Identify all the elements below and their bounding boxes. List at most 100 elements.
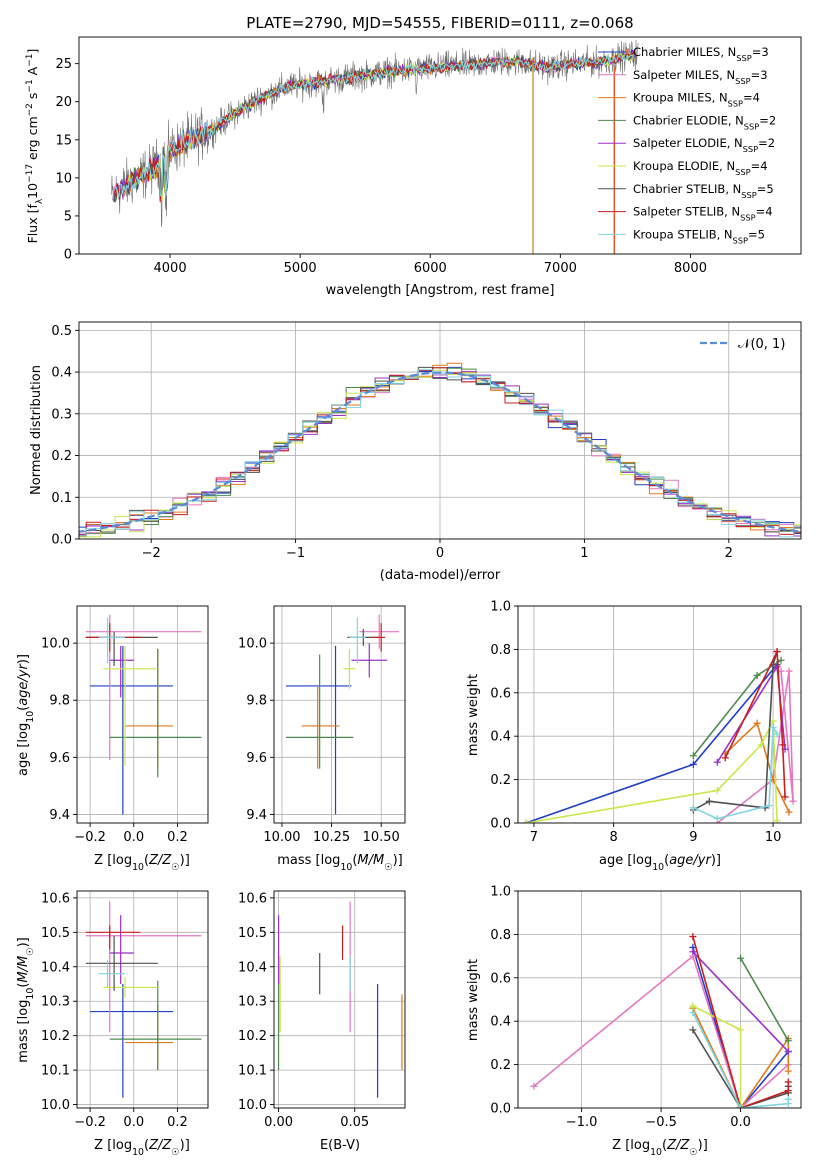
- weight-vs-z-ytick-label: 0.2: [490, 1058, 511, 1073]
- weight-vs-age-series-marker: [765, 802, 773, 810]
- residuals-xtick-label: 0: [436, 546, 444, 561]
- age-vs-mass-xtick-label: 10.00: [263, 830, 300, 845]
- weight-vs-age-ytick-label: 0.4: [490, 730, 511, 745]
- spectrum-frame: [78, 36, 802, 255]
- mass-vs-z-ylabel: mass [log10(M/M☉)]: [16, 937, 36, 1063]
- weight-vs-z-series: [692, 936, 790, 1108]
- weight-vs-z-series-marker: [784, 1095, 792, 1103]
- weight-vs-age-ytick-label: 0.8: [490, 643, 511, 658]
- residuals-xtick-label: 1: [580, 546, 588, 561]
- weight-vs-age-series-marker: [713, 786, 721, 794]
- weight-vs-z-plot-area: [518, 891, 801, 1108]
- weight-vs-age-ytick-label: 0.2: [490, 773, 511, 788]
- weight-vs-age-series-marker: [773, 817, 781, 823]
- mass-vs-z-ytick-label: 10.6: [41, 891, 70, 906]
- mass-vs-ebv-ytick-label: 10.3: [238, 995, 267, 1010]
- weight-vs-age-series-marker: [705, 797, 713, 805]
- weight-vs-z-ylabel: mass weight: [466, 959, 481, 1041]
- weight-vs-z-series-marker: [784, 1048, 792, 1056]
- spectrum-xtick-label: 8000: [674, 261, 707, 276]
- residuals-hist: [79, 367, 801, 536]
- age-vs-z-ylabel: age [log10(age/yr)]: [16, 654, 36, 776]
- mass-vs-ebv-ytick-label: 10.4: [238, 960, 267, 975]
- residuals-xtick-label: 2: [725, 546, 733, 561]
- weight-vs-z-ytick-label: 0.4: [490, 1015, 511, 1030]
- weight-vs-z-frame: [517, 890, 802, 1109]
- weight-vs-age-xtick-label: 9: [689, 830, 697, 845]
- weight-vs-age-series-marker: [689, 752, 697, 760]
- mass-vs-z-xtick-label: 0.2: [167, 1115, 188, 1130]
- age-vs-mass-point: [349, 617, 366, 664]
- mass-vs-z-ytick-label: 10.3: [41, 995, 70, 1010]
- weight-vs-age-xtick-label: 8: [610, 830, 618, 845]
- weight-vs-z-series-marker: [689, 1026, 697, 1034]
- mass-vs-z-ytick-label: 10.1: [41, 1064, 70, 1079]
- spectrum-ytick-label: 25: [55, 57, 72, 72]
- mass-vs-z-point: [103, 977, 158, 998]
- age-vs-z-xtick-label: −0.2: [74, 830, 106, 845]
- age-vs-mass-xtick-label: 10.25: [313, 830, 350, 845]
- mass-vs-z-ytick-label: 10.0: [41, 1098, 70, 1113]
- weight-vs-age-ylabel: mass weight: [466, 674, 481, 756]
- residuals-gaussian: [79, 371, 801, 533]
- mass-vs-ebv-ytick-label: 10.5: [238, 926, 267, 941]
- age-vs-mass-ytick-label: 9.4: [246, 808, 267, 823]
- age-vs-mass-xlabel: mass [log10(M/M☉)]: [277, 853, 403, 873]
- spectrum-title: PLATE=2790, MJD=54555, FIBERID=0111, z=0…: [246, 14, 633, 32]
- spectrum-legend-label: Kroupa ELODIE, NSSP=4: [633, 159, 768, 177]
- age-vs-mass-point: [371, 623, 386, 652]
- weight-vs-age-series-marker: [773, 730, 781, 738]
- age-vs-z-point: [125, 648, 174, 769]
- mass-vs-z-point: [85, 901, 202, 1033]
- weight-vs-z-ytick-label: 0.6: [490, 971, 511, 986]
- age-vs-mass-ytick-label: 10.0: [238, 637, 267, 652]
- age-vs-z-xtick-label: 0.0: [123, 830, 144, 845]
- mass-vs-ebv-frame: [273, 890, 406, 1109]
- weight-vs-age-series-marker: [713, 815, 721, 823]
- weight-vs-age-series-marker: [753, 719, 761, 727]
- weight-vs-age-series-marker: [781, 793, 789, 801]
- weight-vs-age-series-marker: [769, 724, 777, 732]
- weight-vs-age-ytick-label: 0.6: [490, 686, 511, 701]
- age-vs-mass-xtick-label: 10.50: [363, 830, 400, 845]
- weight-vs-age-ytick-label: 0.0: [490, 817, 511, 832]
- spectrum-xtick-label: 4000: [154, 261, 187, 276]
- spectrum-xlabel: wavelength [Angstrom, rest frame]: [326, 283, 555, 298]
- age-vs-mass-point: [285, 645, 352, 815]
- weight-vs-z-series: [739, 957, 789, 1042]
- age-vs-mass-frame: [273, 605, 406, 824]
- weight-vs-age-series-marker: [522, 819, 530, 823]
- weight-vs-z-series-marker: [689, 948, 697, 956]
- spectrum-xtick-label: 7000: [544, 261, 577, 276]
- weight-vs-age-series: [724, 722, 790, 813]
- weight-vs-age-frame: [517, 605, 802, 824]
- mass-vs-z-ytick-label: 10.5: [41, 926, 70, 941]
- age-vs-mass-ytick-label: 9.8: [246, 694, 267, 709]
- weight-vs-z-xlabel: Z [log10(Z/Z☉)]: [612, 1138, 708, 1158]
- spectrum-model-line: [113, 49, 636, 201]
- weight-vs-age-series-marker: [689, 804, 697, 812]
- mass-vs-ebv-ytick-label: 10.1: [238, 1064, 267, 1079]
- spectrum-legend-label: Kroupa STELIB, NSSP=5: [633, 227, 765, 245]
- residuals-hist: [79, 369, 801, 537]
- weight-vs-age-xtick-label: 10: [765, 830, 782, 845]
- spectrum-legend-label: Chabrier STELIB, NSSP=5: [633, 182, 774, 200]
- mass-vs-ebv-plot-area: [274, 891, 405, 1108]
- age-vs-z-frame: [76, 605, 209, 824]
- mass-vs-z-point: [85, 935, 158, 991]
- weight-vs-z-series-marker: [784, 1087, 792, 1095]
- weight-vs-age-plot-area: [518, 606, 801, 823]
- weight-vs-age-series-marker: [789, 797, 797, 805]
- spectrum-legend-label: Salpeter ELODIE, NSSP=2: [633, 136, 775, 154]
- weight-vs-age-series-marker: [769, 717, 777, 725]
- spectrum-ytick-label: 10: [55, 171, 72, 186]
- mass-vs-z-point: [90, 984, 174, 1098]
- weight-vs-age-series-marker: [721, 754, 729, 762]
- spectrum-legend-label: Salpeter STELIB, NSSP=4: [633, 205, 773, 223]
- age-vs-z-point: [109, 648, 202, 778]
- spectrum-ylabel: Flux [fλ10−17 erg cm−2 s−1 A−1]: [25, 49, 45, 244]
- weight-vs-z-ytick-label: 0.8: [490, 928, 511, 943]
- age-vs-z-point: [103, 645, 158, 766]
- weight-vs-z-series-marker: [737, 1026, 745, 1034]
